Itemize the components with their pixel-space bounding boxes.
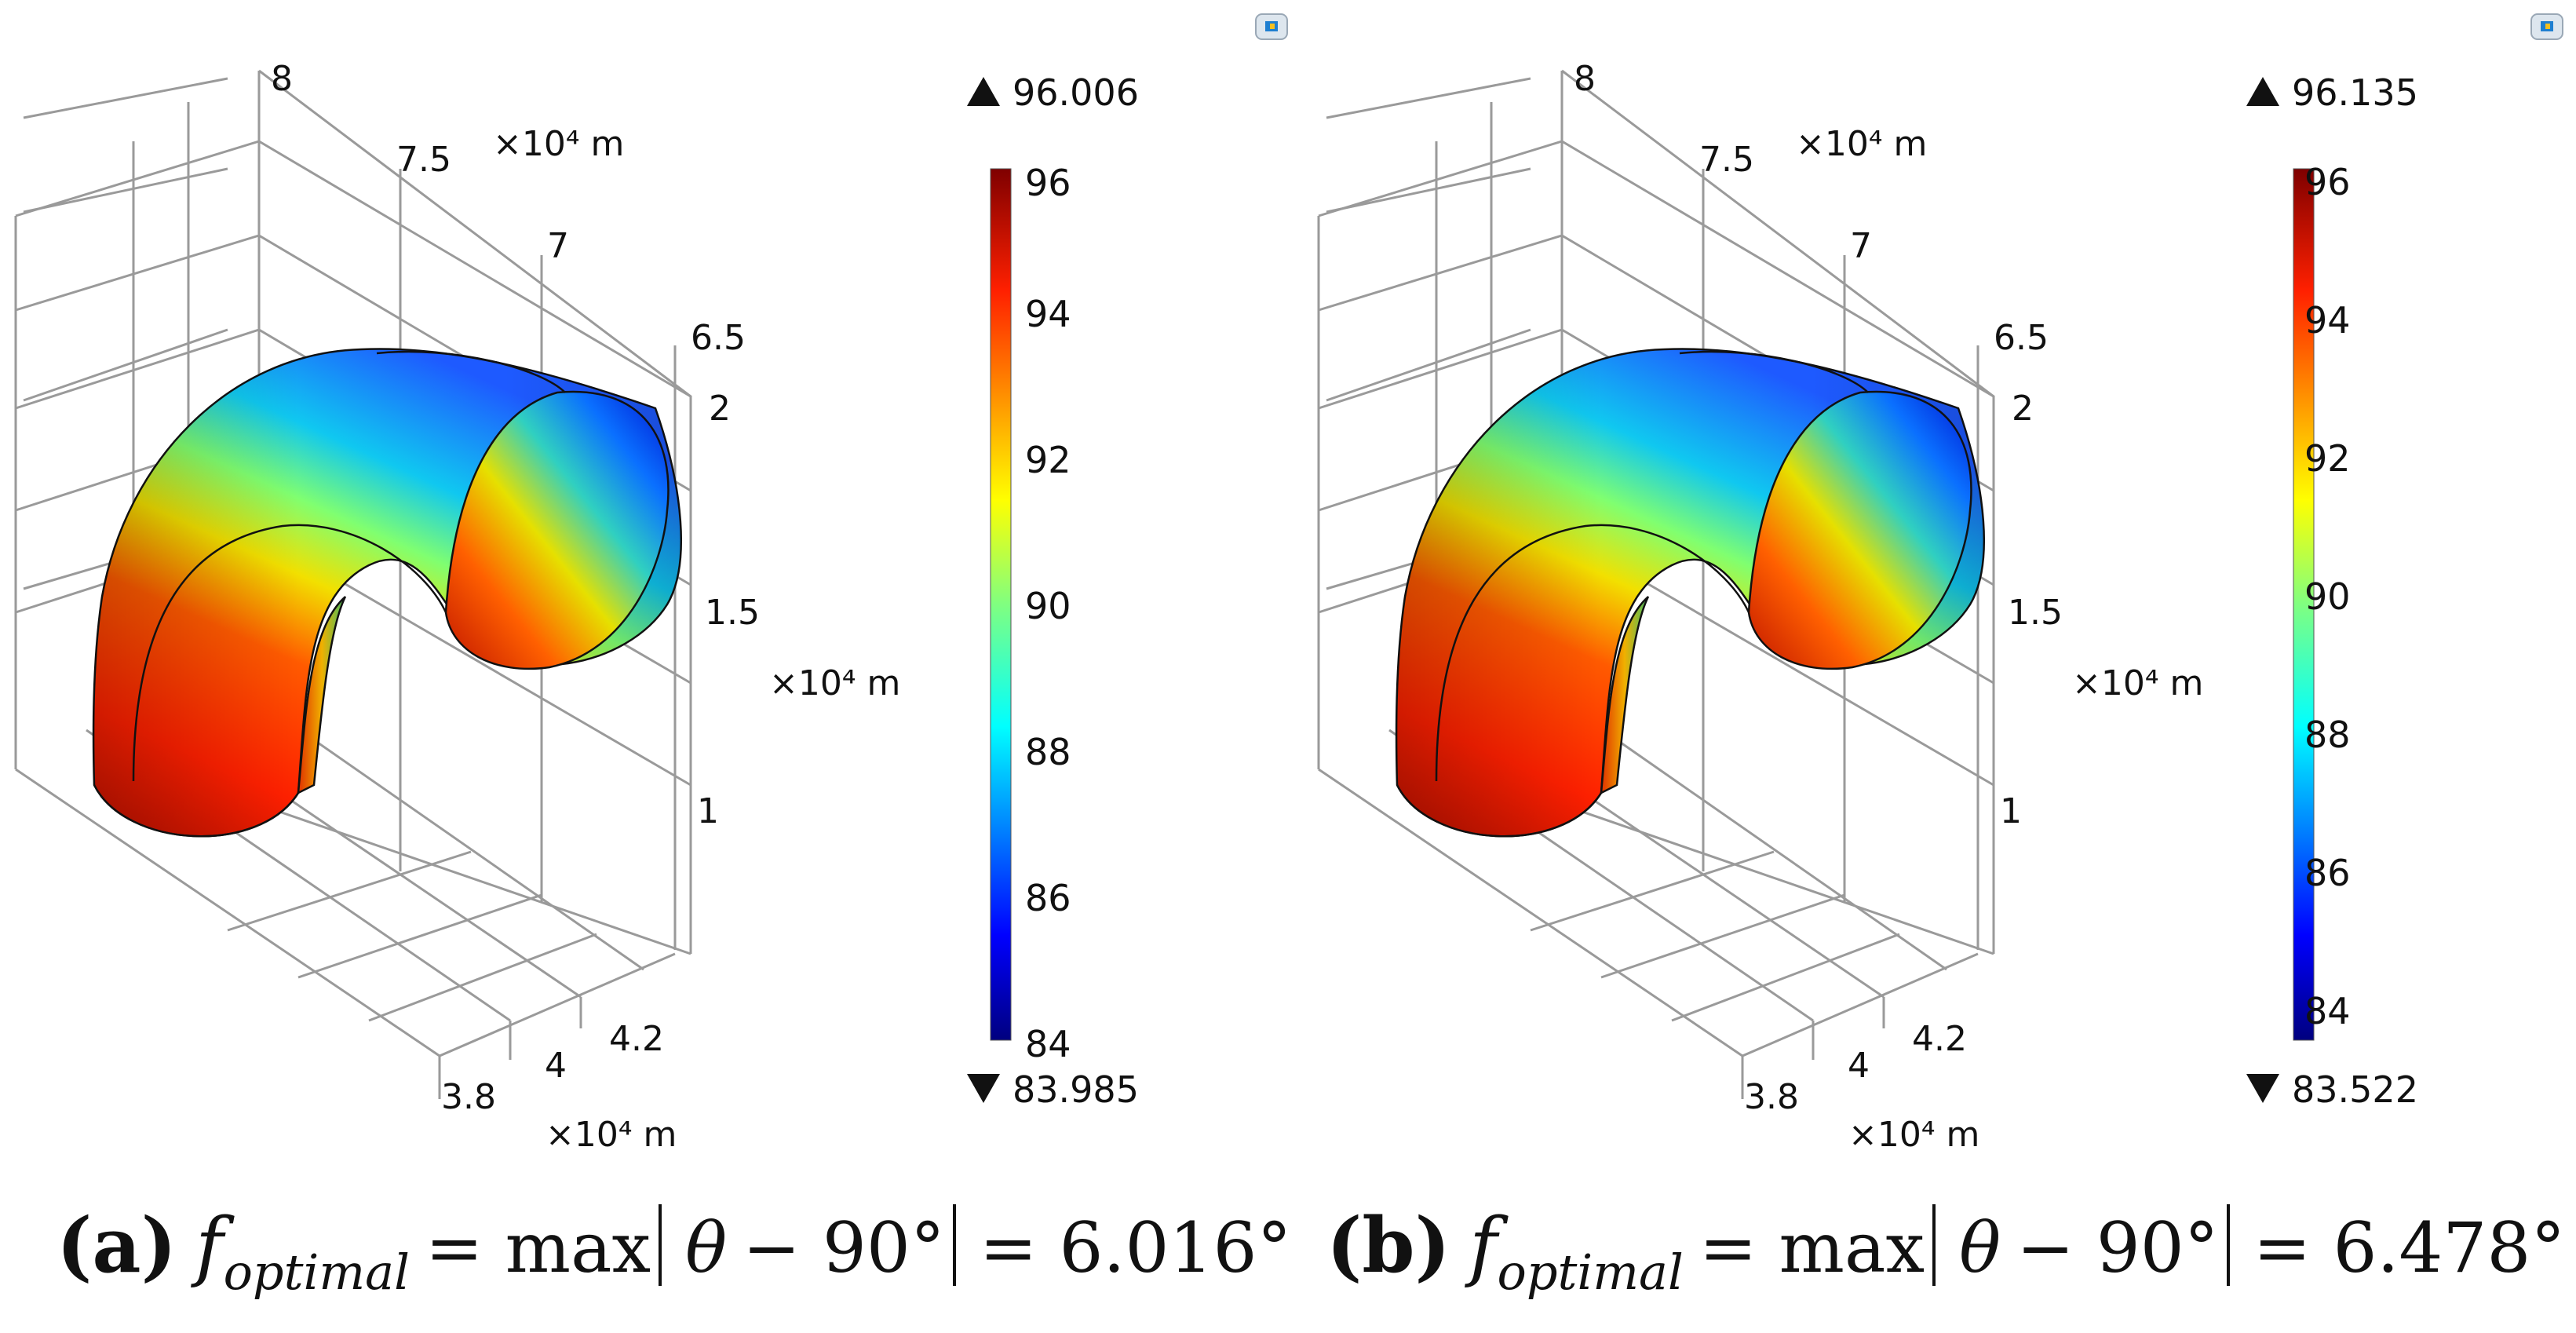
caption-eq-value: = 6.478° xyxy=(2253,1207,2566,1288)
caption-subscript: optimal xyxy=(223,1244,410,1301)
caption-subscript: optimal xyxy=(1497,1244,1684,1301)
window-badge-icon xyxy=(1255,13,1288,40)
caption-theta: θ xyxy=(1959,1207,2001,1288)
caption-eq-max: = max xyxy=(425,1207,651,1288)
colorbar-max-label: 96.006 xyxy=(1013,71,1139,114)
z-tick: 6.5 xyxy=(691,318,746,358)
colorbar-max-label: 96.135 xyxy=(2292,71,2418,114)
colorbar-tick: 94 xyxy=(1025,293,1071,335)
z-tick: 7.5 xyxy=(1699,140,1754,180)
x-tick: 3.8 xyxy=(441,1077,496,1117)
z-tick: 6.5 xyxy=(1994,318,2049,358)
window-badge-icon xyxy=(2530,13,2563,40)
triangle-down-icon xyxy=(2246,1074,2279,1103)
colorbar-tick: 84 xyxy=(1025,1023,1071,1065)
caption-eq-max: = max xyxy=(1698,1207,1925,1288)
triangle-up-icon xyxy=(2246,77,2279,106)
caption-eq-value: = 6.016° xyxy=(979,1207,1292,1288)
colorbar-min-label: 83.985 xyxy=(1013,1068,1139,1111)
x-tick: 4 xyxy=(1848,1046,1870,1086)
y-tick: 2 xyxy=(2012,389,2034,429)
colorbar-tick: 90 xyxy=(2304,575,2351,618)
y-tick: 1 xyxy=(2000,791,2022,831)
colorbar-ticks: 96 94 92 90 88 86 84 xyxy=(2304,161,2351,1032)
colorbar-tick: 96 xyxy=(2304,161,2351,203)
x-tick: 3.8 xyxy=(1744,1077,1799,1117)
caption-eq-90: − 90° xyxy=(2016,1207,2219,1288)
triangle-up-icon xyxy=(967,77,1000,106)
caption-label: (b) xyxy=(1326,1201,1450,1290)
z-tick: 7 xyxy=(1850,226,1872,266)
x-unit: ×10⁴ m xyxy=(1848,1115,1979,1155)
abs-bar xyxy=(952,1204,956,1286)
y-unit: ×10⁴ m xyxy=(2072,663,2203,703)
panel-b: 96.135 83.522 96 94 92 90 88 86 84 8 7.5… xyxy=(1317,13,2563,1155)
colorbar-tick: 88 xyxy=(2304,714,2351,756)
y-tick: 1.5 xyxy=(2008,593,2063,633)
abs-bar xyxy=(659,1204,662,1286)
caption-f: f xyxy=(195,1202,224,1290)
colorbar-tick: 90 xyxy=(1025,585,1071,627)
caption-theta: θ xyxy=(685,1207,728,1288)
caption-f: f xyxy=(1469,1202,1498,1290)
colorbar-min-label: 83.522 xyxy=(2292,1068,2418,1111)
caption-a: (a) foptimal = max θ − 90° = 6.016° xyxy=(57,1201,1291,1319)
x-tick: 4.2 xyxy=(1912,1019,1967,1059)
colorbar-ticks: 96 94 92 90 88 86 84 xyxy=(1025,162,1071,1065)
triangle-down-icon xyxy=(967,1074,1000,1103)
colorbar-tick: 84 xyxy=(2304,990,2351,1032)
colorbar-tick: 92 xyxy=(1025,439,1071,481)
caption-eq-90: − 90° xyxy=(743,1207,945,1288)
caption-label: (a) xyxy=(57,1201,177,1290)
x-tick: 4.2 xyxy=(609,1019,664,1059)
axis-tick-labels: 8 7.5 7 6.5 ×10⁴ m 2 1.5 1 ×10⁴ m 4.2 4 … xyxy=(271,59,900,1155)
z-tick: 7 xyxy=(547,226,569,266)
z-tick: 8 xyxy=(271,59,293,99)
panel-a: 96.006 83.985 96 94 92 90 88 86 84 8 7.5… xyxy=(14,13,1288,1155)
caption-b: (b) foptimal = max θ − 90° = 6.478° xyxy=(1326,1201,2565,1319)
x-unit: ×10⁴ m xyxy=(545,1115,677,1155)
y-unit: ×10⁴ m xyxy=(769,663,900,703)
y-tick: 2 xyxy=(709,389,731,429)
colorbar-tick: 86 xyxy=(1025,877,1071,919)
abs-bar xyxy=(2226,1204,2230,1286)
colorbar-tick: 86 xyxy=(2304,852,2351,894)
axis-tick-labels: 8 7.5 7 6.5 ×10⁴ m 2 1.5 1 ×10⁴ m 4.2 4 … xyxy=(1574,59,2203,1155)
y-tick: 1.5 xyxy=(705,593,760,633)
colorbar-tick: 94 xyxy=(2304,299,2351,341)
z-unit: ×10⁴ m xyxy=(493,124,624,164)
colorbar-tick: 88 xyxy=(1025,731,1071,773)
z-tick: 8 xyxy=(1574,59,1596,99)
colorbar-tick: 92 xyxy=(2304,437,2351,480)
z-tick: 7.5 xyxy=(396,140,451,180)
abs-bar xyxy=(1932,1204,1936,1286)
y-tick: 1 xyxy=(697,791,719,831)
z-unit: ×10⁴ m xyxy=(1796,124,1927,164)
x-tick: 4 xyxy=(545,1046,567,1086)
colorbar-tick: 96 xyxy=(1025,162,1071,204)
